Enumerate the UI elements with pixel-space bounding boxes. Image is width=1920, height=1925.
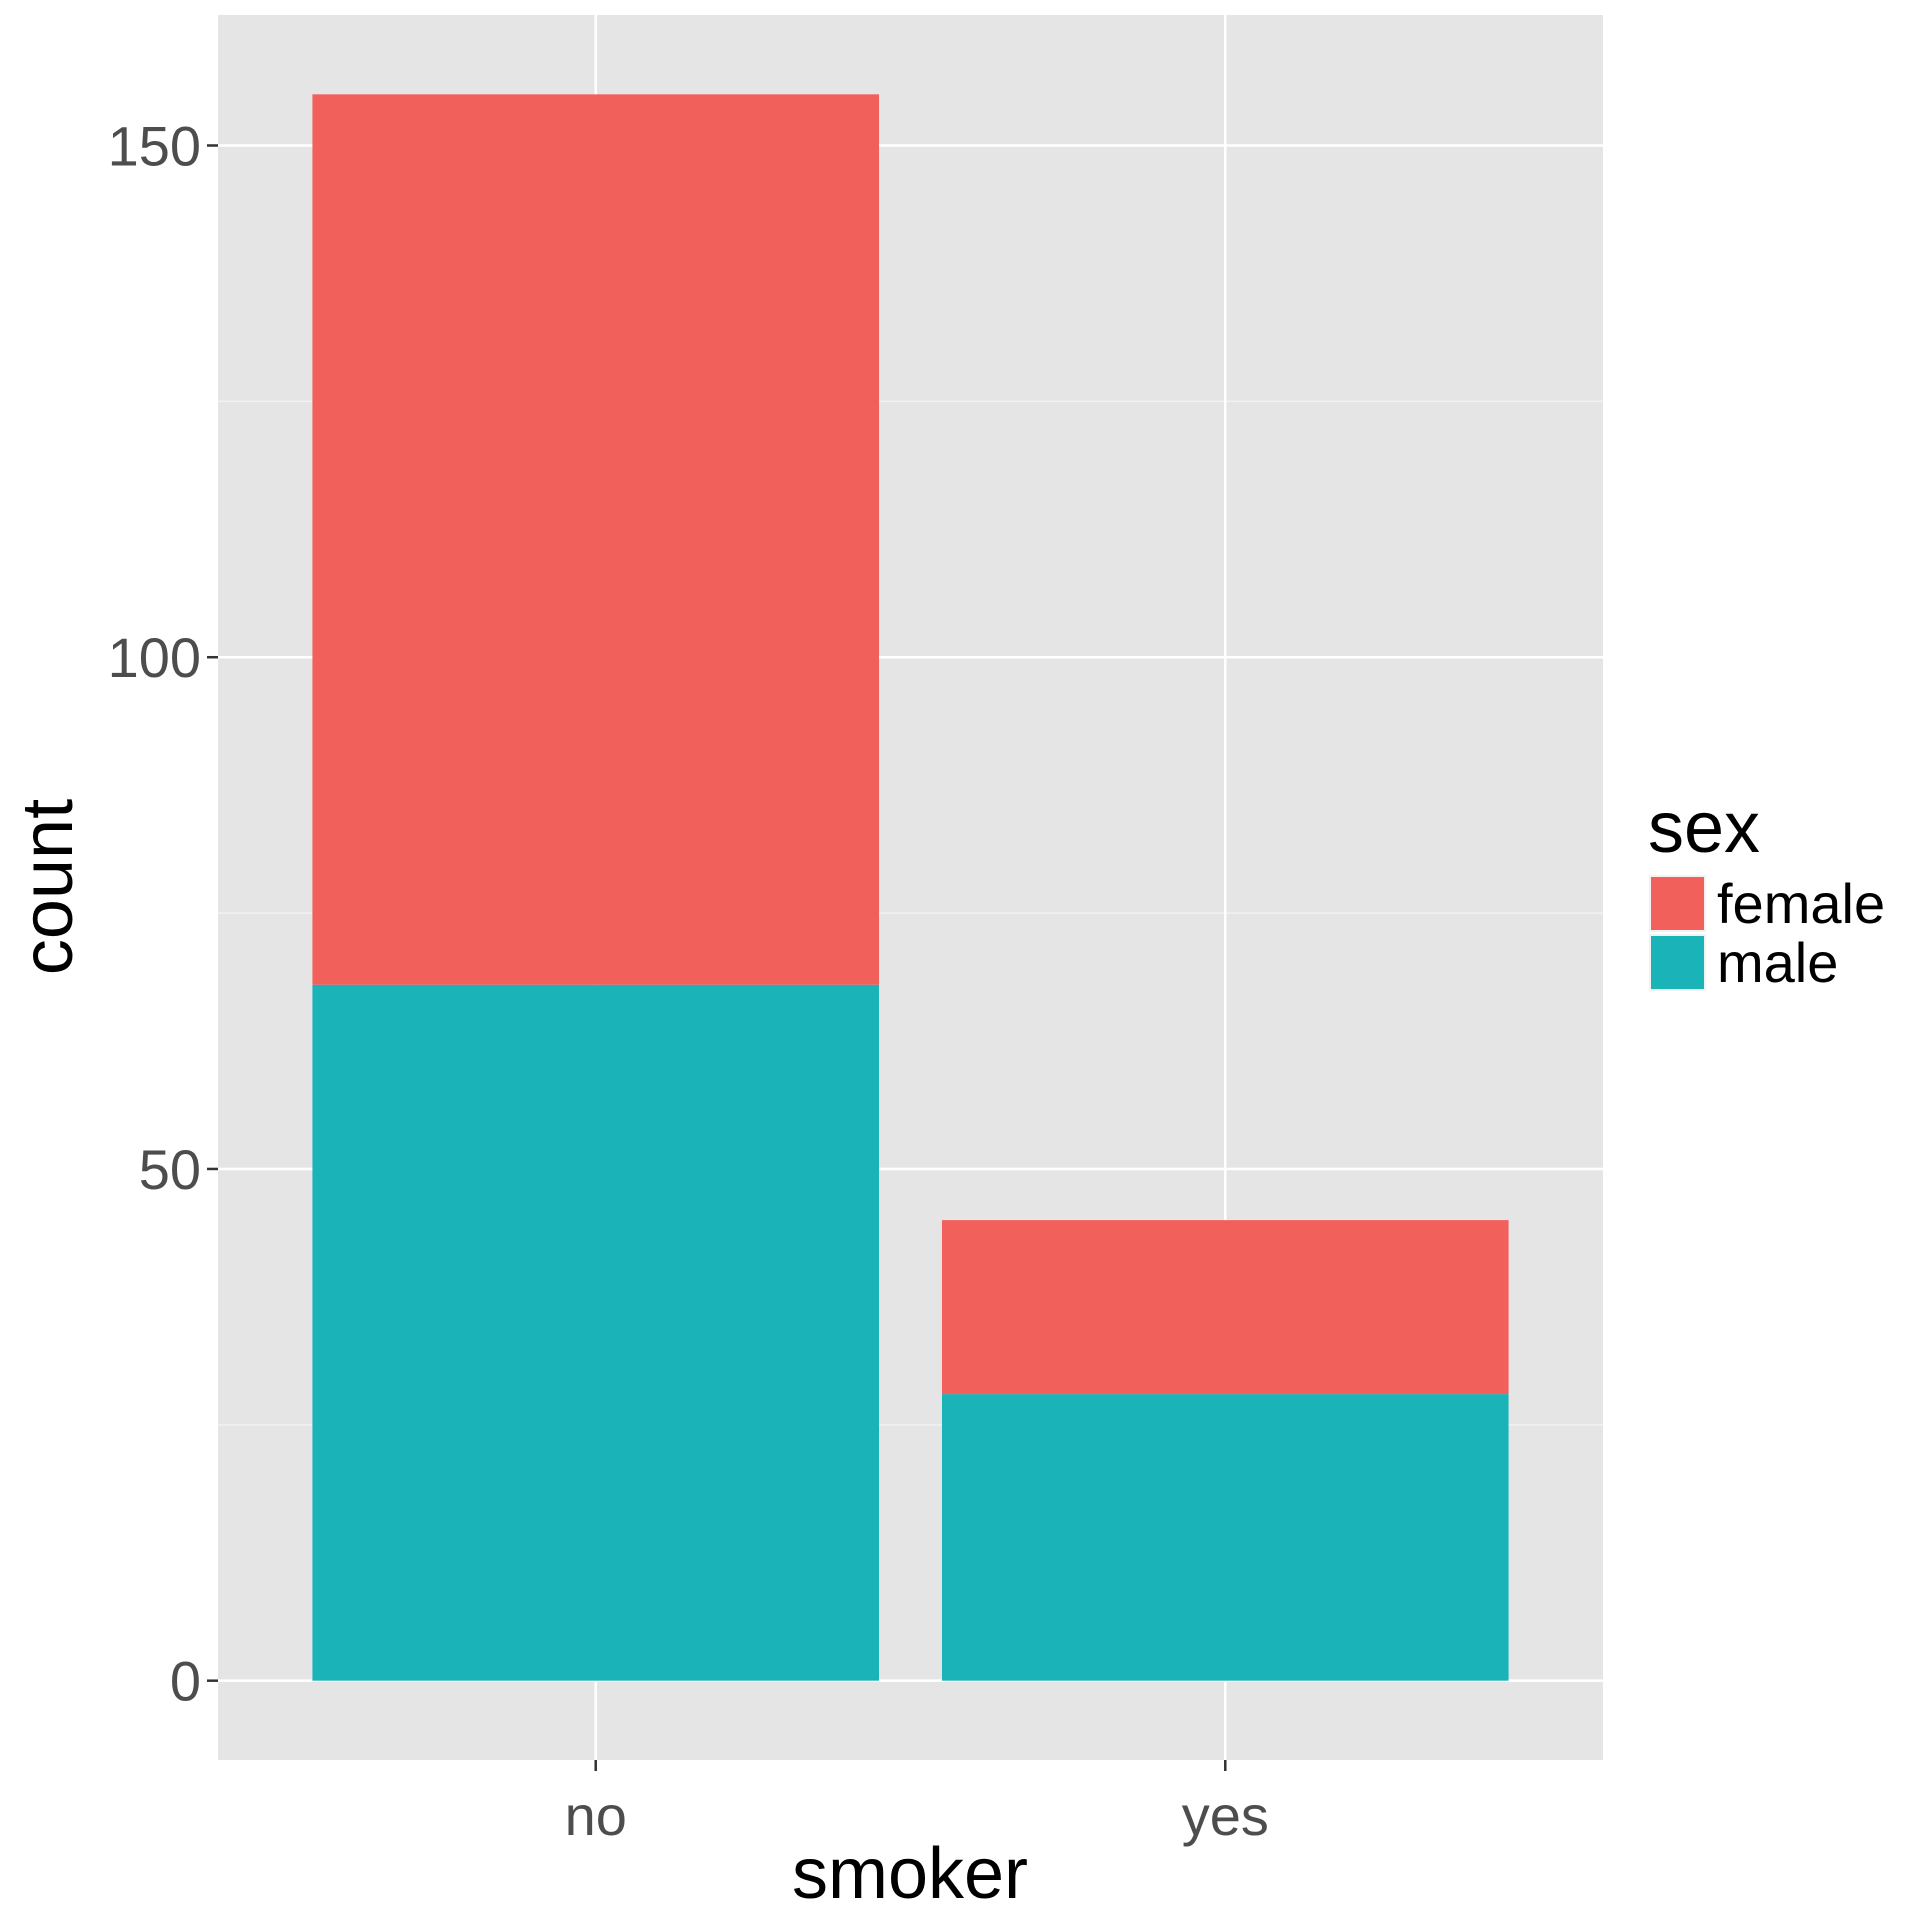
legend-key-male	[1649, 934, 1706, 991]
y-tick-label: 150	[108, 114, 201, 177]
y-tick-label: 50	[139, 1138, 201, 1201]
bar-no-female	[312, 94, 880, 985]
legend-label-female: female	[1717, 872, 1885, 935]
y-tick-label: 0	[170, 1650, 201, 1713]
legend-label-male: male	[1717, 931, 1838, 994]
x-tick-label: no	[565, 1784, 627, 1847]
bars-group	[312, 94, 1509, 1681]
y-tick-label: 100	[108, 626, 201, 689]
x-axis: no yes	[565, 1760, 1269, 1847]
legend-key-female	[1649, 875, 1706, 932]
bar-yes-female	[941, 1220, 1509, 1395]
bar-no-male	[312, 984, 880, 1681]
legend-title: sex	[1648, 788, 1760, 868]
x-axis-title: smoker	[792, 1834, 1028, 1914]
bar-yes-male	[941, 1394, 1509, 1681]
x-tick-label: yes	[1182, 1784, 1269, 1847]
y-axis-title: count	[8, 799, 88, 975]
y-axis: 0 50 100 150	[108, 114, 218, 1713]
